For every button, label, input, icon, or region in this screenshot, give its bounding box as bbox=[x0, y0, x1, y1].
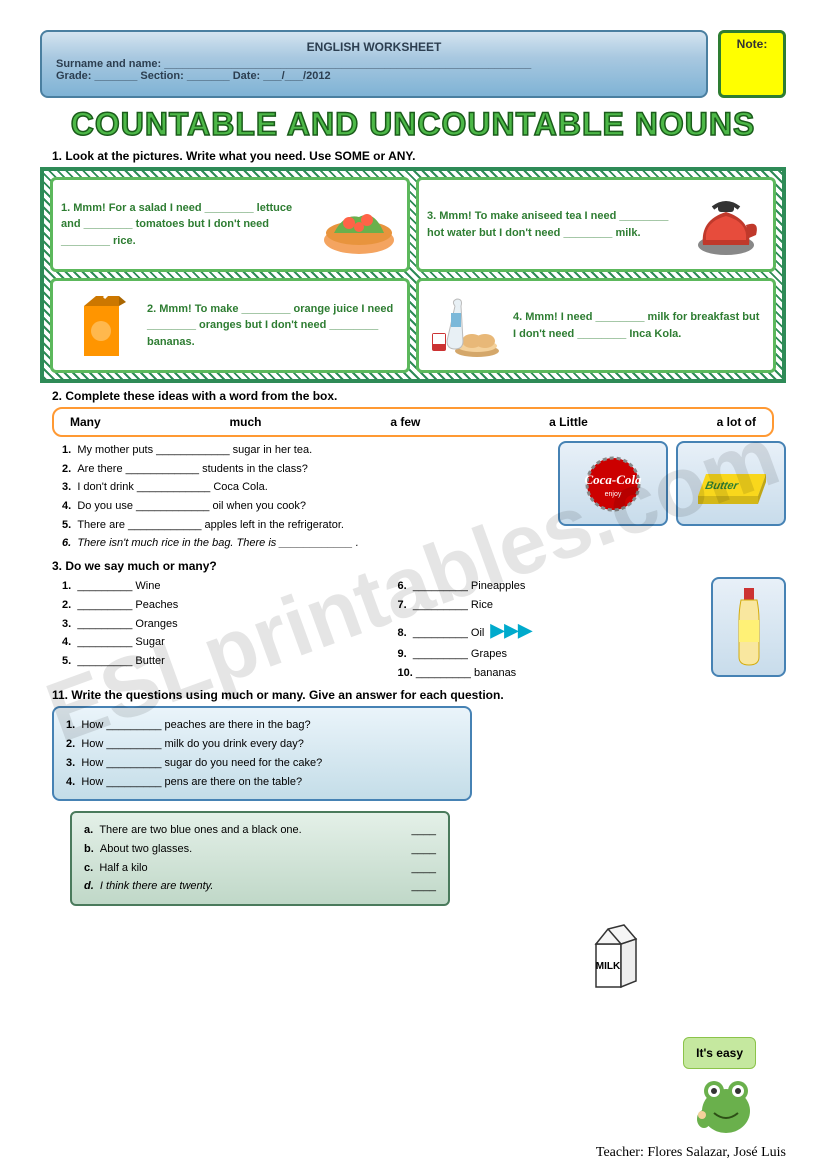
note-label: Note: bbox=[737, 37, 768, 51]
ex2-item: 2. Are there ____________ students in th… bbox=[62, 460, 550, 479]
ex3-item: 6. _________ Pineapples bbox=[398, 577, 704, 596]
ex2-area: 1. My mother puts ____________ sugar in … bbox=[40, 441, 786, 553]
header-line2: Grade: _______ Section: _______ Date: __… bbox=[56, 70, 692, 82]
ex1-left-col: 1. Mmm! For a salad I need ________ lett… bbox=[50, 177, 410, 373]
ex3-item: 9. _________ Grapes bbox=[398, 645, 704, 664]
word-1: Many bbox=[70, 415, 101, 429]
kettle-icon bbox=[685, 190, 765, 260]
word-3: a few bbox=[390, 415, 420, 429]
header-row: ENGLISH WORKSHEET Surname and name: ____… bbox=[40, 30, 786, 98]
ex2-item: 6. There isn't much rice in the bag. The… bbox=[62, 534, 550, 553]
ans-row: b. About two glasses.____ bbox=[84, 840, 436, 859]
header-title: ENGLISH WORKSHEET bbox=[56, 40, 692, 54]
note-box: Note: bbox=[718, 30, 786, 98]
speech-bubble: It's easy bbox=[683, 1037, 756, 1069]
main-title: COUNTABLE AND UNCOUNTABLE NOUNS bbox=[40, 106, 786, 143]
ex1-box-3: 3. Mmm! To make aniseed tea I need _____… bbox=[416, 177, 776, 272]
ex3-left: 1. _________ Wine 2. _________ Peaches 3… bbox=[40, 577, 368, 682]
worksheet-page: ESLprintables.com ENGLISH WORKSHEET Surn… bbox=[0, 0, 826, 1169]
bottle-card bbox=[711, 577, 786, 677]
ex2-item: 3. I don't drink ____________ Coca Cola. bbox=[62, 478, 550, 497]
header-line1: Surname and name: ______________________… bbox=[56, 58, 692, 70]
ex1-container: 1. Mmm! For a salad I need ________ lett… bbox=[40, 167, 786, 383]
ex1-box-1: 1. Mmm! For a salad I need ________ lett… bbox=[50, 177, 410, 272]
milk-breakfast-icon bbox=[427, 291, 507, 361]
ex4-q: 3. How _________ sugar do you need for t… bbox=[66, 754, 458, 773]
cocacola-card: Coca-Cola enjoy bbox=[558, 441, 668, 526]
ex3-item: 2. _________ Peaches bbox=[62, 596, 368, 615]
word-4: a Little bbox=[549, 415, 588, 429]
ex4-answers: a. There are two blue ones and a black o… bbox=[70, 811, 450, 906]
ex3-item: 10. _________ bananas bbox=[398, 664, 704, 683]
ex1-instruction: 1. Look at the pictures. Write what you … bbox=[52, 149, 786, 163]
ex3-instruction: 3. Do we say much or many? bbox=[52, 559, 786, 573]
ex2-item: 1. My mother puts ____________ sugar in … bbox=[62, 441, 550, 460]
ex1-box-2: 2. Mmm! To make ________ orange juice I … bbox=[50, 278, 410, 373]
ex1-text-2: 2. Mmm! To make ________ orange juice I … bbox=[147, 301, 399, 351]
ex3-item: 5. _________ Butter bbox=[62, 652, 368, 671]
ex3-item: 3. _________ Oranges bbox=[62, 615, 368, 634]
ex3-item: 1. _________ Wine bbox=[62, 577, 368, 596]
word-box: Many much a few a Little a lot of bbox=[52, 407, 774, 437]
ex1-box-4: 4. Mmm! I need ________ milk for breakfa… bbox=[416, 278, 776, 373]
ex3-item: 8. _________ Oil ▶▶▶ bbox=[398, 615, 704, 646]
teacher-credit: Teacher: Flores Salazar, José Luis bbox=[596, 1145, 786, 1161]
header-box: ENGLISH WORKSHEET Surname and name: ____… bbox=[40, 30, 708, 98]
ex2-item: 5. There are ____________ apples left in… bbox=[62, 516, 550, 535]
butter-card: Butter bbox=[676, 441, 786, 526]
svg-text:MILK: MILK bbox=[596, 961, 621, 972]
ex1-text-3: 3. Mmm! To make aniseed tea I need _____… bbox=[427, 208, 679, 241]
ans-row: d. I think there are twenty.____ bbox=[84, 877, 436, 896]
arrow-icon: ▶▶▶ bbox=[491, 620, 533, 640]
ex3-item: 4. _________ Sugar bbox=[62, 633, 368, 652]
word-5: a lot of bbox=[717, 415, 756, 429]
ex4-q: 4. How _________ pens are there on the t… bbox=[66, 773, 458, 792]
word-2: much bbox=[230, 415, 262, 429]
svg-text:enjoy: enjoy bbox=[605, 491, 622, 498]
ans-row: a. There are two blue ones and a black o… bbox=[84, 821, 436, 840]
ex1-text-4: 4. Mmm! I need ________ milk for breakfa… bbox=[513, 309, 765, 342]
ex3-item: 7. _________ Rice bbox=[398, 596, 704, 615]
salad-icon bbox=[319, 190, 399, 260]
frog-icon bbox=[686, 1069, 766, 1139]
ex4-q: 1. How _________ peaches are there in th… bbox=[66, 716, 458, 735]
ex1-text-1: 1. Mmm! For a salad I need ________ lett… bbox=[61, 200, 313, 250]
ex3-right: 6. _________ Pineapples 7. _________ Ric… bbox=[376, 577, 704, 682]
ex2-instruction: 2. Complete these ideas with a word from… bbox=[52, 389, 786, 403]
ex4-q: 2. How _________ milk do you drink every… bbox=[66, 735, 458, 754]
ans-row: c. Half a kilo____ bbox=[84, 859, 436, 878]
ex3-area: 1. _________ Wine 2. _________ Peaches 3… bbox=[40, 577, 786, 682]
svg-text:Coca-Cola: Coca-Cola bbox=[584, 472, 642, 487]
ex4-questions: 1. How _________ peaches are there in th… bbox=[52, 706, 472, 801]
svg-text:Butter: Butter bbox=[704, 480, 740, 492]
ex4-instruction: 11. Write the questions using much or ma… bbox=[52, 688, 786, 702]
ex2-list: 1. My mother puts ____________ sugar in … bbox=[40, 441, 550, 553]
ex1-right-col: 3. Mmm! To make aniseed tea I need _____… bbox=[416, 177, 776, 373]
juice-box-icon bbox=[61, 291, 141, 361]
ex2-item: 4. Do you use ____________ oil when you … bbox=[62, 497, 550, 516]
milk-carton-icon: MILK bbox=[586, 919, 646, 999]
